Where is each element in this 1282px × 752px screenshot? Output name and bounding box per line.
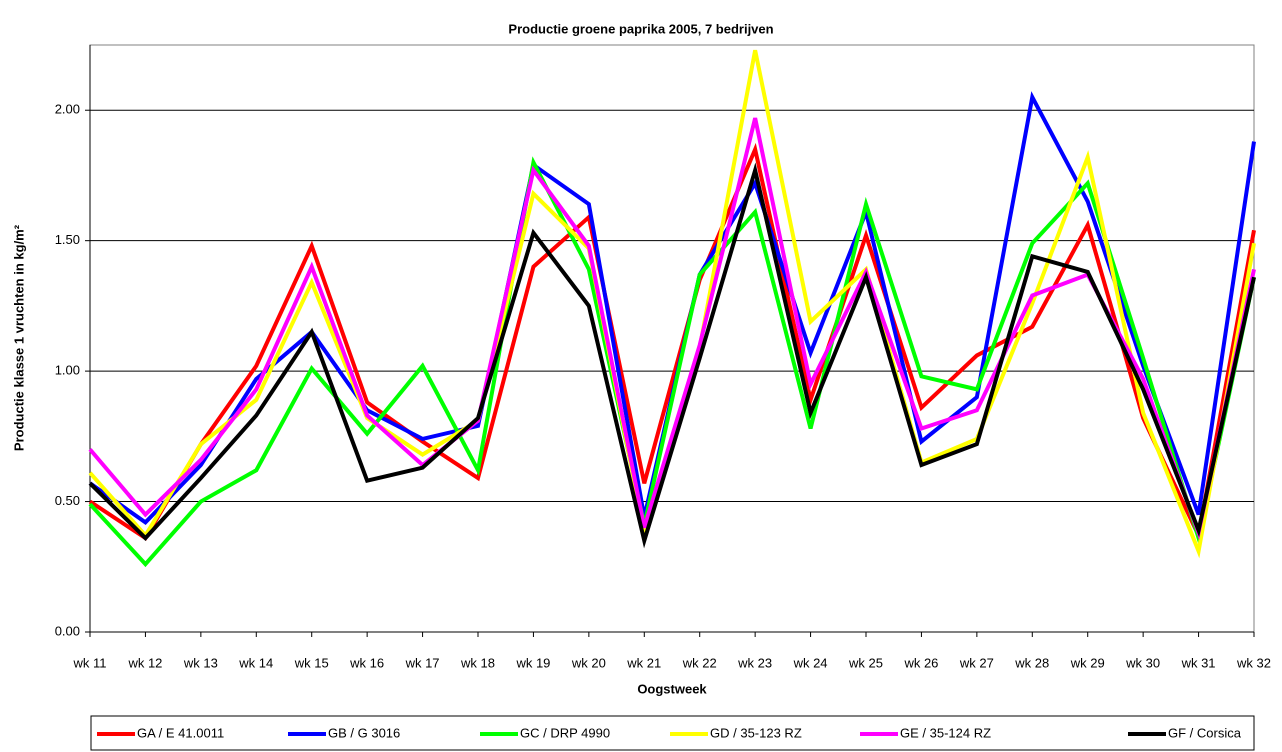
x-tick-label: wk 16: [349, 655, 384, 670]
x-tick-label: wk 12: [127, 655, 162, 670]
chart-title: Productie groene paprika 2005, 7 bedrijv…: [508, 21, 773, 36]
x-tick-label: wk 30: [1125, 655, 1160, 670]
legend-box: [90, 715, 1255, 751]
x-tick-label: wk 17: [405, 655, 440, 670]
x-tick-label: wk 18: [460, 655, 495, 670]
x-tick-label: wk 29: [1070, 655, 1105, 670]
series-line: [88, 142, 1256, 542]
plot-area: [89, 44, 1255, 633]
x-tick-label: wk 26: [903, 655, 938, 670]
y-tick-label: 2.00: [55, 102, 80, 117]
x-tick-label: wk 25: [848, 655, 883, 670]
x-tick-label: wk 31: [1181, 655, 1216, 670]
legend-label: GA / E 41.0011: [137, 725, 224, 740]
series-line: [88, 162, 1256, 549]
x-tick-label: wk 23: [737, 655, 772, 670]
legend-label: GC / DRP 4990: [520, 725, 610, 740]
series-line: [88, 156, 1256, 568]
x-tick-label: wk 22: [682, 655, 717, 670]
x-tick-label: wk 28: [1014, 655, 1049, 670]
x-tick-label: wk 32: [1236, 655, 1271, 670]
legend-label: GE / 35-124 RZ: [900, 725, 991, 740]
y-axis-title: Productie klasse 1 vruchten in kg/m²: [11, 224, 26, 451]
x-axis-title: Oogstweek: [637, 681, 707, 696]
y-tick-label: 0.00: [55, 623, 80, 638]
x-tick-label: wk 14: [238, 655, 273, 670]
y-tick-label: 1.00: [55, 363, 80, 378]
x-tick-label: wk 19: [515, 655, 550, 670]
series-line: [88, 117, 1256, 541]
x-tick-label: wk 24: [793, 655, 828, 670]
y-tick-label: 1.50: [55, 232, 80, 247]
y-tick-label: 0.50: [55, 493, 80, 508]
x-tick-label: wk 15: [294, 655, 329, 670]
x-tick-label: wk 27: [959, 655, 994, 670]
x-tick-label: wk 11: [73, 655, 107, 670]
series-line: [88, 49, 1256, 559]
legend-label: GF / Corsica: [1168, 725, 1242, 740]
x-tick-label: wk 21: [626, 655, 661, 670]
legend-label: GB / G 3016: [328, 725, 400, 740]
x-tick-label: wk 13: [183, 655, 218, 670]
x-tick-label: wk 20: [571, 655, 606, 670]
legend-label: GD / 35-123 RZ: [710, 725, 802, 740]
